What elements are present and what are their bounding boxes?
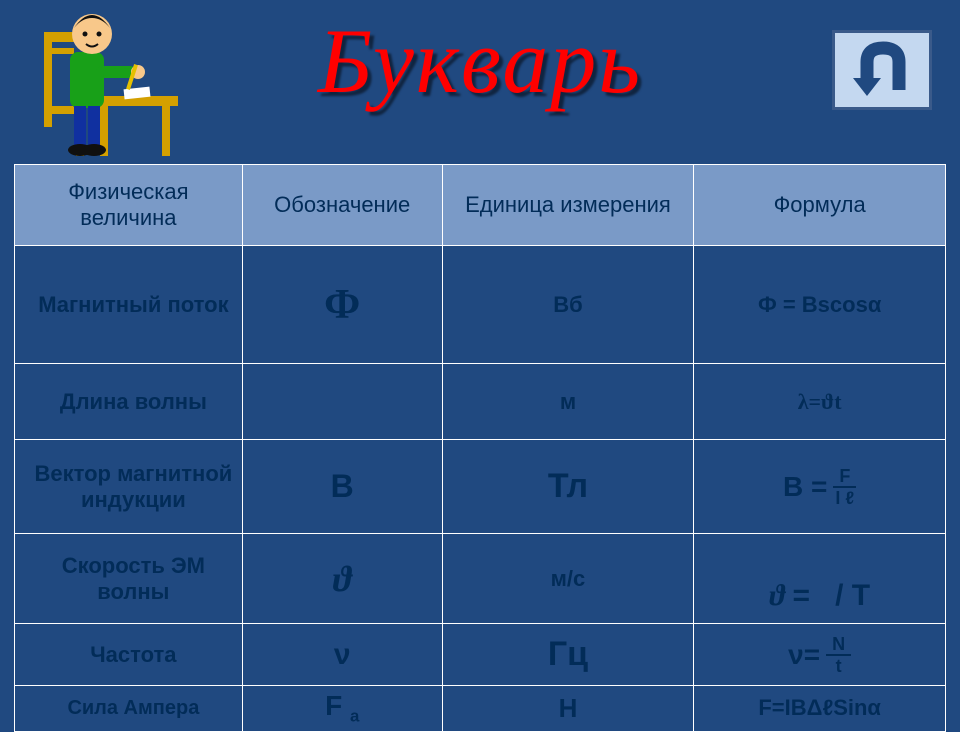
table-row: Скорость ЭМ волны ϑ м/с ϑ = / T xyxy=(15,534,946,624)
table-row: Сила Ампера F a Н F=IBΔℓSinα xyxy=(15,686,946,732)
cell-symbol xyxy=(242,364,442,440)
cell-formula: ν= N t xyxy=(694,624,946,686)
cell-unit: Гц xyxy=(442,624,694,686)
table-row: Магнитный поток Ф Вб Ф = Bscosα xyxy=(15,246,946,364)
cell-quantity: Вектор магнитной индукции xyxy=(15,440,243,534)
cell-symbol: F a xyxy=(242,686,442,732)
table-row: Частота ν Гц ν= N t xyxy=(15,624,946,686)
cell-unit: Н xyxy=(442,686,694,732)
cell-formula: Ф = Bscosα xyxy=(694,246,946,364)
table-header-row: Физическая величина Обозначение Единица … xyxy=(15,165,946,246)
cell-symbol: ϑ xyxy=(242,534,442,624)
back-button[interactable] xyxy=(832,30,932,110)
col-unit: Единица измерения xyxy=(442,165,694,246)
cell-quantity: Магнитный поток xyxy=(15,246,243,364)
cell-formula: F=IBΔℓSinα xyxy=(694,686,946,732)
cell-quantity: Скорость ЭМ волны xyxy=(15,534,243,624)
cell-symbol: B xyxy=(242,440,442,534)
cell-unit: м/с xyxy=(442,534,694,624)
student-illustration xyxy=(30,0,180,160)
cell-formula: B = F I ℓ xyxy=(694,440,946,534)
cell-symbol: Ф xyxy=(242,246,442,364)
cell-unit: Тл xyxy=(442,440,694,534)
cell-unit: м xyxy=(442,364,694,440)
cell-symbol: ν xyxy=(242,624,442,686)
cell-quantity: Сила Ампера xyxy=(15,686,243,732)
page-title: Букварь xyxy=(318,8,642,114)
physics-table: Физическая величина Обозначение Единица … xyxy=(14,164,946,732)
cell-formula: λ=ϑt xyxy=(694,364,946,440)
cell-quantity: Длина волны xyxy=(15,364,243,440)
cell-formula: ϑ = / T xyxy=(694,534,946,624)
col-symbol: Обозначение xyxy=(242,165,442,246)
table-row: Длина волны м λ=ϑt xyxy=(15,364,946,440)
table-row: Вектор магнитной индукции B Тл B = F I ℓ xyxy=(15,440,946,534)
u-turn-icon xyxy=(847,40,917,100)
col-quantity: Физическая величина xyxy=(15,165,243,246)
cell-quantity: Частота xyxy=(15,624,243,686)
cell-unit: Вб xyxy=(442,246,694,364)
col-formula: Формула xyxy=(694,165,946,246)
